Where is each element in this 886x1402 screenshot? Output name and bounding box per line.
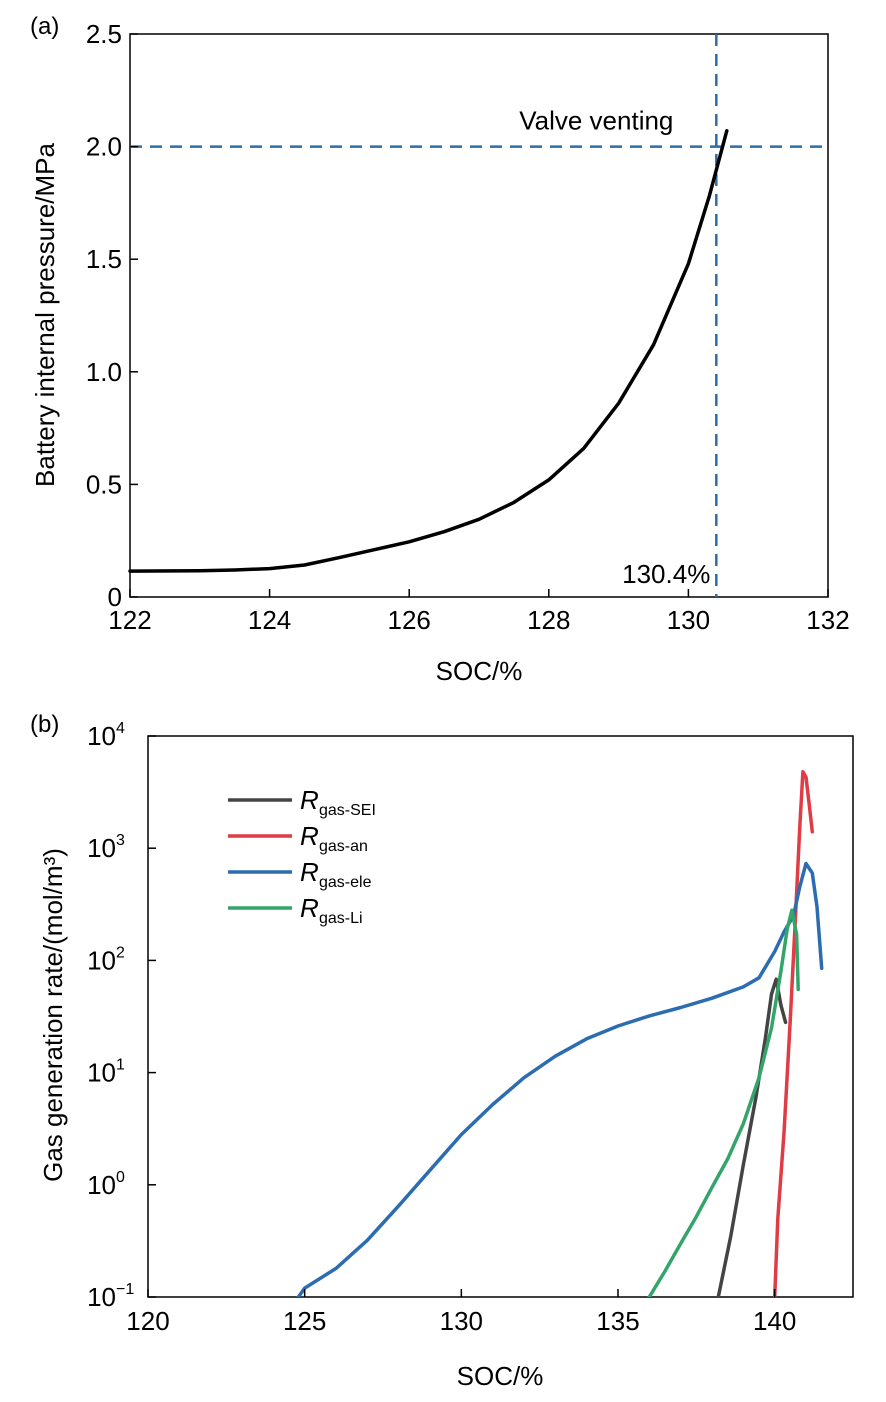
pressure-curve	[128, 129, 729, 573]
panel-b-x-axis-label: SOC/%	[457, 1361, 544, 1391]
y-tick-label: 10	[87, 721, 116, 751]
legend-subscript-gas-an: gas-an	[319, 838, 368, 855]
panel-a: (a) Valve venting 130.4% 122 124 126 128 130…	[30, 13, 850, 686]
y-tick-exponent: 0	[116, 1169, 125, 1186]
y-tick-exponent: 4	[116, 720, 125, 737]
series-gas-an-line	[772, 770, 815, 1297]
x-tick-label: 120	[126, 1306, 169, 1336]
y-tick-label: 1.0	[86, 357, 122, 387]
y-tick-exponent: 1	[116, 1057, 125, 1074]
y-tick-label: 0.5	[86, 469, 122, 499]
x-tick-label: 125	[283, 1306, 326, 1336]
y-tick-label: 2.5	[86, 19, 122, 49]
x-tick-label: 124	[248, 605, 291, 635]
panel-b-label: (b)	[30, 711, 59, 738]
y-tick-exponent: 2	[116, 944, 125, 961]
panel-b-plot-frame	[147, 735, 854, 1298]
panel-a-x-axis-label: SOC/%	[436, 656, 523, 686]
y-tick-label: 10	[87, 1058, 116, 1088]
y-tick-exponent: 3	[116, 832, 125, 849]
legend-subscript-gas-ele: gas-ele	[319, 874, 372, 891]
x-tick-label: 122	[108, 605, 151, 635]
y-tick-label: 10	[87, 1282, 116, 1312]
legend-subscript-gas-SEI: gas-SEI	[319, 802, 376, 819]
x-tick-label: 130	[440, 1306, 483, 1336]
panel-b-series	[296, 770, 824, 1297]
vline-value-label: 130.4%	[622, 559, 710, 589]
legend-label-gas-SEI: R	[300, 785, 319, 815]
panel-a-label: (a)	[30, 13, 59, 40]
panel-a-plot-frame	[129, 33, 829, 598]
x-tick-label: 130	[667, 605, 710, 635]
y-tick-label: 10	[87, 945, 116, 975]
panel-a-y-axis-label: Battery internal pressure/MPa	[30, 143, 60, 487]
y-tick-label: 0	[108, 582, 122, 612]
panel-b-y-axis-label: Gas generation rate/(mol/m³)	[38, 848, 68, 1182]
y-tick-exponent: −1	[116, 1281, 134, 1298]
y-tick-label: 10	[87, 1170, 116, 1200]
legend-label-gas-ele: R	[300, 857, 319, 887]
panel-a-x-ticks: 122 124 126 128 130 132	[108, 589, 850, 635]
x-tick-label: 132	[806, 605, 849, 635]
x-tick-label: 126	[388, 605, 431, 635]
y-tick-label: 1.5	[86, 244, 122, 274]
panel-a-y-ticks: 0 0.5 1.0 1.5 2.0 2.5	[86, 19, 138, 612]
y-tick-label: 10	[87, 833, 116, 863]
series-gas-ele-line	[296, 861, 824, 1297]
x-tick-label: 140	[753, 1306, 796, 1336]
y-tick-label: 2.0	[86, 132, 122, 162]
x-tick-label: 128	[527, 605, 570, 635]
panel-a-reference-lines	[130, 34, 828, 597]
legend-label-gas-Li: R	[300, 893, 319, 923]
panel-b-x-ticks: 120 125 130 135 140	[126, 1289, 796, 1336]
legend-subscript-gas-Li: gas-Li	[319, 910, 363, 927]
panel-a-series	[128, 129, 729, 573]
series-gas-SEI-line	[716, 977, 788, 1297]
legend-label-gas-an: R	[300, 821, 319, 851]
valve-venting-label: Valve venting	[519, 106, 673, 136]
series-gas-Li-line	[647, 908, 800, 1297]
x-tick-label: 135	[596, 1306, 639, 1336]
